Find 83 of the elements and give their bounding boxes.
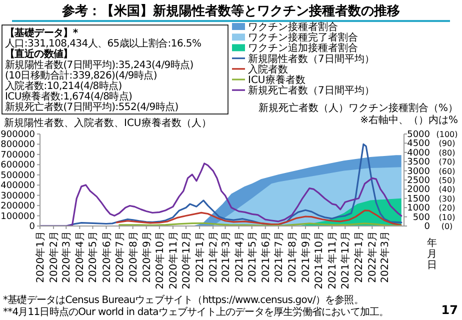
chart-title: 参考：【米国】新規陽性者数等とワクチン接種者数の推移 xyxy=(61,3,400,19)
y2-tick-label: 2500 xyxy=(407,176,430,186)
y-tick-label: 600000 xyxy=(0,160,36,171)
y3-tick-label: (100) xyxy=(436,130,458,139)
x-tick-label: 2020年5月 xyxy=(87,231,100,283)
text: *基礎データはCensus Bureauウェブサイト（https://www.census.gov/）を参照。 xyxy=(3,294,364,306)
x-tick-label: 2021年3月 xyxy=(220,231,232,283)
y2-tick-label: 1000 xyxy=(407,204,430,214)
text: 【直近の数値】 xyxy=(5,48,73,60)
y2-tick-label: 3500 xyxy=(407,158,430,168)
text: 新規陽性者数(7日間平均):35,243(4/9時点) xyxy=(5,58,194,71)
y3-tick-label: (0) xyxy=(441,222,453,231)
y-tick-label: 0 xyxy=(29,222,36,232)
x-tick-label: 2021年5月 xyxy=(246,231,258,283)
x-tick-label: 2021年10月 xyxy=(313,231,326,290)
x-tick-label: 2021年9月 xyxy=(300,231,312,283)
x-tick-label: 2020年4月 xyxy=(74,231,86,283)
y3-tick-label: (40) xyxy=(438,185,456,194)
y-tick-label: 100000 xyxy=(0,212,36,222)
legend-label: 新規死亡者数（7日間平均） xyxy=(248,84,374,97)
y2-tick-label: 1500 xyxy=(407,194,430,204)
text: 【基礎データ】* xyxy=(5,27,79,39)
y2-tick-label: 4500 xyxy=(407,139,430,150)
x-tick-label: 2022年1月 xyxy=(353,231,366,283)
text: 新規死亡者数(7日間平均):552(4/9時点) xyxy=(5,101,179,114)
text: 17 xyxy=(441,303,458,317)
y2-axis-title: 新規死亡者数（人）ワクチン接種割合（%） xyxy=(258,102,458,114)
x-tick-label: 2020年7月 xyxy=(114,231,126,283)
y2-tick-label: 0 xyxy=(424,222,430,232)
y3-tick-label: (70) xyxy=(438,158,456,167)
x-axis-title: 年月日 xyxy=(427,237,437,271)
legend-label: 新規陽性者数（7日間平均） xyxy=(248,52,374,65)
y2-tick-label: 500 xyxy=(412,212,430,223)
x-tick-label: 2021年11月 xyxy=(326,231,339,290)
x-tick-label: 2021年2月 xyxy=(208,231,220,283)
x-tick-label: 2021年4月 xyxy=(233,231,246,283)
line-series xyxy=(116,210,402,226)
y-tick-label: 700000 xyxy=(0,150,36,160)
x-tick-label: 2020年3月 xyxy=(60,231,73,283)
legend-label: 入院者数 xyxy=(248,63,288,76)
text: (10日移動合計:339,826)(4/9時点) xyxy=(5,69,158,82)
y2-tick-label: 5000 xyxy=(407,130,430,140)
x-tick-label: 2021年7月 xyxy=(272,231,285,283)
legend-label: ワクチン接種者割合 xyxy=(248,21,338,33)
y-axis-title: 新規陽性者数、入院者数、ICU療養者数（人） xyxy=(4,117,212,129)
x-tick-label: 2022年3月 xyxy=(378,231,391,283)
text: 人口:331,108,434人、65歳以上割合:16.5% xyxy=(5,38,202,50)
y3-tick-label: (10) xyxy=(438,212,456,222)
x-tick-label: 2021年12月 xyxy=(340,231,352,290)
legend-label: ICU療養者数 xyxy=(248,74,306,86)
text: ※右軸中、（）内は% xyxy=(360,114,458,126)
y2-tick-label: 3000 xyxy=(407,166,430,177)
y-tick-label: 300000 xyxy=(0,191,36,202)
y3-tick-label: (30) xyxy=(438,194,456,204)
x-tick-label: 2020年6月 xyxy=(100,231,113,283)
y2-tick-label: 2000 xyxy=(407,185,430,196)
x-tick-label: 2020年9月 xyxy=(140,231,153,283)
text: **4月11日時点のOur world in dataウェブサイト上のデータを厚生労働省において加工。 xyxy=(3,306,389,318)
x-tick-label: 2022年2月 xyxy=(366,231,379,283)
y3-tick-label: (60) xyxy=(438,166,456,176)
x-tick-label: 2020年10月 xyxy=(154,231,166,290)
y3-tick-label: (90) xyxy=(438,139,456,148)
legend-label: ワクチン追加接種者割合 xyxy=(248,42,358,54)
y-tick-label: 200000 xyxy=(0,202,36,212)
y3-tick-label: (80) xyxy=(438,148,456,158)
x-tick-label: 2021年8月 xyxy=(286,231,298,283)
y-tick-label: 400000 xyxy=(0,181,36,192)
x-tick-label: 2020年11月 xyxy=(167,231,180,290)
y-tick-label: 900000 xyxy=(0,130,36,140)
x-tick-label: 2021年6月 xyxy=(260,231,272,283)
y3-tick-label: (50) xyxy=(438,176,456,185)
text: ICU療養者数:1,674(4/8時点) xyxy=(5,90,133,103)
y-tick-label: 800000 xyxy=(0,140,36,150)
x-tick-label: 2020年2月 xyxy=(48,231,60,283)
x-tick-label: 2020年8月 xyxy=(127,231,140,283)
text: 入院者数:10,214(4/8時点) xyxy=(5,80,122,92)
x-tick-label: 2020年12月 xyxy=(180,231,193,290)
y2-tick-label: 4000 xyxy=(407,148,430,158)
legend-label: ワクチン接種完了者割合 xyxy=(248,32,358,44)
x-tick-label: 2020年1月 xyxy=(34,231,46,283)
y3-tick-label: (20) xyxy=(438,204,456,213)
x-tick-label: 2021年1月 xyxy=(194,231,206,283)
y-tick-label: 500000 xyxy=(0,170,36,181)
